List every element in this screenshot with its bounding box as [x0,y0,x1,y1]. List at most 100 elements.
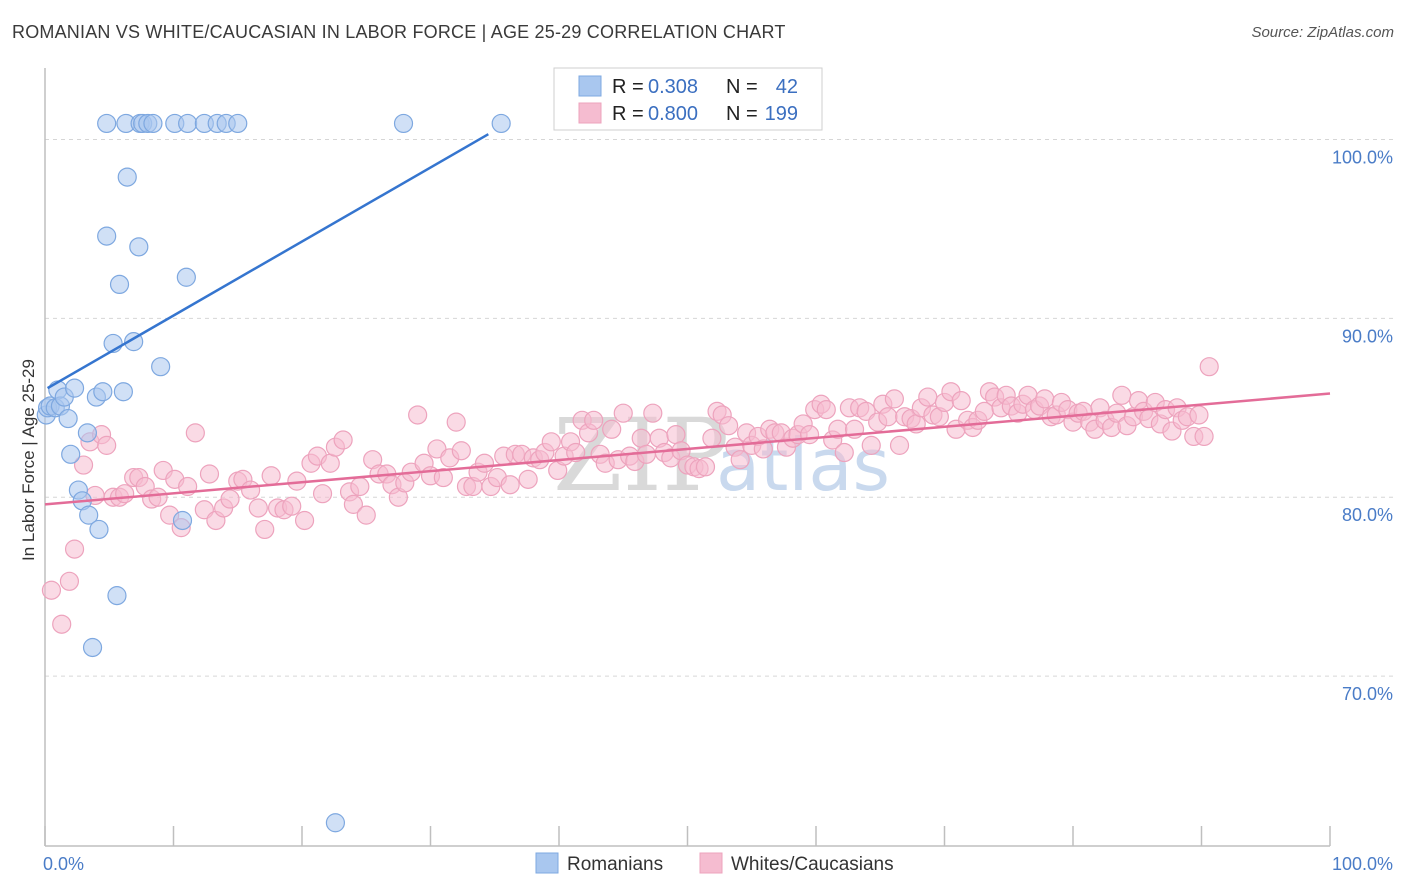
whites-point-46 [343,494,363,514]
y-axis-label: In Labor Force | Age 25-29 [19,359,38,561]
whites-point-88 [602,419,622,439]
romanians-point-20 [107,586,127,606]
whites-point-63 [451,441,471,461]
whites-point-32 [255,519,275,540]
whites-point-194 [1199,357,1219,377]
whites-point-164 [1035,389,1055,409]
legend-r-value-whites: 0.800 [648,103,698,125]
whites-point-44 [333,430,353,450]
romanians-point-14 [82,637,103,658]
romanians-point-7 [58,408,78,429]
whites-point-30 [241,480,261,500]
legend-n-value-romanians: 42 [776,76,798,98]
whites-point-78 [541,432,561,452]
whites-point-138 [889,435,910,455]
whites-point-125 [816,400,836,420]
whites-point-62 [446,412,466,432]
whites-point-74 [518,469,538,489]
romanians-point-43 [491,113,511,134]
romanians-trend-line [46,133,489,390]
bottom-legend-label-whites: Whites/Caucasians [731,854,894,875]
romanians-point-17 [93,382,113,402]
whites-point-2 [59,571,80,591]
whites-point-85 [584,410,604,430]
whites-point-133 [861,435,881,455]
whites-point-8 [97,435,117,455]
romanians-point-23 [117,167,137,187]
bottom-legend-swatch-romanians [535,852,559,874]
x-ticks [44,826,1331,846]
whites-point-3 [64,539,85,559]
romanians-point-12 [77,423,98,443]
romanians-point-35 [143,113,163,134]
whites-point-24 [199,464,220,484]
whites-point-36 [282,496,302,516]
legend-r-value-romanians: 0.308 [648,76,698,98]
correlation-legend: R = 0.308 N = 42 R = 0.800 N = 199 [553,67,823,131]
whites-point-60 [433,467,453,488]
x-tick-label-min: 0.0% [43,854,84,874]
whites-point-31 [248,498,268,518]
legend-n-value-whites: 199 [765,103,798,125]
romanians-point-37 [178,113,198,134]
romanians-point-30 [97,113,117,134]
legend-n-label-romanians: N = [726,76,758,98]
whites-point-110 [730,450,750,470]
trend-lines [44,133,1331,506]
series-whites-points [41,357,1219,634]
romanians-point-22 [113,382,133,402]
whites-point-11 [115,484,135,504]
romanians-point-18 [97,226,117,246]
y-tick-labels: 100.0% 90.0% 80.0% 70.0% [1332,148,1393,705]
whites-point-143 [918,387,938,407]
whites-point-114 [753,439,773,459]
romanians-point-25 [129,237,149,257]
whites-point-0 [41,580,62,600]
whites-point-67 [474,453,495,473]
whites-point-136 [878,407,898,427]
legend-r-label-romanians: R = [612,76,644,98]
legend-r-label-whites: R = [612,103,644,125]
whites-point-108 [719,416,739,436]
y-tick-label-2: 80.0% [1342,505,1393,525]
romanians-point-21 [109,274,130,295]
romanians-point-29 [325,813,346,833]
whites-trend-line [44,392,1331,506]
whites-point-122 [799,425,820,445]
whites-point-56 [408,405,428,425]
whites-point-99 [666,425,686,445]
y-tick-label-1: 90.0% [1342,326,1393,346]
romanians-point-41 [228,113,248,134]
legend-swatch-romanians [578,75,602,97]
whites-point-137 [884,389,904,409]
romanians-point-28 [176,267,196,287]
whites-point-93 [631,428,651,448]
whites-point-16 [148,487,168,507]
whites-point-94 [636,444,656,464]
bottom-legend-swatch-whites [699,852,723,874]
romanians-point-16 [89,519,109,540]
romanians-point-9 [64,378,85,398]
series-legend: Romanians Whites/Caucasians [535,852,894,875]
chart-source: Source: ZipAtlas.com [1251,24,1394,41]
whites-point-47 [350,476,370,497]
whites-point-41 [312,484,333,504]
whites-point-42 [320,453,340,473]
whites-point-192 [1189,405,1209,425]
romanians-point-8 [61,444,81,464]
grid-lines [45,139,1395,677]
whites-point-38 [294,510,315,531]
whites-point-95 [643,403,663,423]
whites-point-48 [356,505,376,525]
romanians-point-27 [172,510,193,531]
legend-swatch-whites [578,102,602,124]
whites-point-149 [951,391,971,411]
y-tick-label-3: 70.0% [1342,684,1393,704]
whites-point-71 [500,475,520,495]
whites-point-105 [702,428,722,448]
legend-n-label-whites: N = [726,103,758,125]
romanians-point-42 [393,113,414,134]
x-tick-label-max: 100.0% [1332,854,1393,874]
whites-point-178 [1112,385,1132,405]
romanians-point-26 [151,357,171,377]
